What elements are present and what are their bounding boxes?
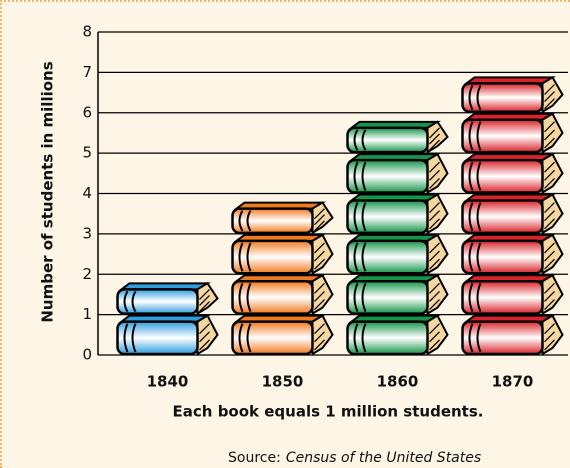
book-cover — [348, 160, 428, 192]
y-tick-label: 4 — [82, 184, 92, 202]
note: Each book equals 1 million students. — [173, 403, 484, 421]
book-cover — [463, 322, 543, 354]
book-cover — [463, 120, 543, 152]
page: Number of students in millions Each book… — [0, 0, 570, 468]
book-cover — [233, 322, 313, 354]
y-tick-label: 2 — [82, 265, 92, 283]
y-tick-label: 7 — [82, 63, 92, 81]
y-tick-label: 3 — [82, 224, 92, 242]
book-cover — [463, 241, 543, 273]
book-stack — [348, 122, 448, 354]
book-cover — [463, 201, 543, 233]
y-tick-label: 6 — [82, 103, 92, 121]
book-cover — [348, 322, 428, 354]
book-cover — [233, 209, 313, 233]
book-cover — [118, 322, 198, 354]
chart: Number of students in millions Each book… — [2, 2, 570, 468]
book-cover — [463, 160, 543, 192]
book-cover — [118, 289, 198, 313]
y-tick-label: 1 — [82, 305, 92, 323]
x-tick-label: 1850 — [262, 373, 304, 391]
book-cover — [348, 201, 428, 233]
source: Source: Census of the United States — [228, 450, 481, 466]
y-tick-label: 5 — [82, 144, 92, 162]
y-tick-label: 8 — [82, 23, 92, 41]
book-stack — [463, 77, 563, 354]
book-cover — [463, 281, 543, 313]
book-pages — [543, 77, 563, 111]
source-label: Source: — [228, 450, 281, 466]
book-cover — [463, 83, 543, 111]
x-tick-label: 1860 — [377, 373, 419, 391]
book-cover — [348, 241, 428, 273]
source-title: Census of the United States — [286, 450, 481, 466]
book-stack — [118, 283, 218, 354]
book-cover — [233, 281, 313, 313]
book-cover — [348, 128, 428, 152]
x-tick-label: 1870 — [492, 373, 534, 391]
book-cover — [233, 241, 313, 273]
x-tick-label: 1840 — [147, 373, 189, 391]
y-axis-title: Number of students in millions — [39, 61, 57, 322]
y-tick-label: 0 — [82, 346, 92, 364]
book-stack — [233, 203, 333, 354]
book-cover — [348, 281, 428, 313]
